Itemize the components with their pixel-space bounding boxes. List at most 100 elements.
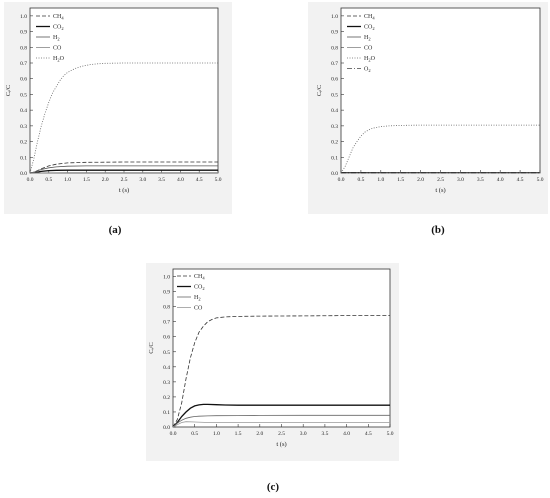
y-tick-label: 0.3 <box>20 124 27 130</box>
chart-b-plot-area <box>340 7 541 174</box>
chart-b-group: 0.0 0.1 0.2 0.3 0.4 0.5 0.6 0.7 0.8 0.9 1.0 0.0 0.5 1… <box>316 7 544 194</box>
legend-label: CH4 <box>194 274 205 281</box>
y-tick-label: 0.6 <box>331 77 338 83</box>
series-line-h2 <box>29 165 218 174</box>
x-tick-label: 0.5 <box>45 177 52 183</box>
y-tick-label: 0.8 <box>163 305 170 311</box>
y-tick-label: 0.0 <box>20 171 27 177</box>
legend-label: O2 <box>364 67 371 74</box>
y-tick-label: 0.1 <box>331 155 338 161</box>
y-axis-label: Cᵢ/C <box>316 85 323 97</box>
x-tick-label: 5.0 <box>215 177 222 183</box>
legend-label: CH4 <box>364 14 375 21</box>
y-tick-label: 0.9 <box>163 290 170 296</box>
x-tick-label: 4.0 <box>343 431 350 437</box>
legend-label: H2O <box>364 56 376 63</box>
x-tick-label: 3.5 <box>158 177 165 183</box>
series-line-h2o <box>29 62 218 174</box>
y-tick-label: 0.5 <box>20 92 27 98</box>
y-axis-label: Cᵢ/C <box>148 342 155 354</box>
series-line-h2 <box>172 414 390 428</box>
series-line-co <box>172 421 390 428</box>
x-tick-label: 3.5 <box>477 177 484 183</box>
x-tick-label: 0.5 <box>357 177 364 183</box>
y-tick-label: 0.9 <box>331 30 338 36</box>
x-tick-label: 2.5 <box>121 177 128 183</box>
y-tick-label: 1.0 <box>331 14 338 20</box>
x-tick-label: 5.0 <box>387 431 394 437</box>
y-tick-label: 0.2 <box>20 140 27 146</box>
y-tick-label: 0.8 <box>20 45 27 51</box>
y-tick-label: 0.8 <box>331 45 338 51</box>
x-axis-label: t (s) <box>276 441 286 448</box>
y-tick-label: 1.0 <box>163 275 170 281</box>
legend-label: H2 <box>194 295 201 302</box>
y-tick-label: 0.5 <box>331 92 338 98</box>
y-tick-label: 0.4 <box>163 365 170 371</box>
y-tick-label: 0.0 <box>163 425 170 431</box>
x-tick-label: 0.0 <box>338 177 345 183</box>
x-tick-label: 2.5 <box>437 177 444 183</box>
caption-b: (b) <box>431 224 445 236</box>
y-tick-label: 0.1 <box>163 410 170 416</box>
series-line-h2o <box>340 124 540 174</box>
legend-label: CO2 <box>194 285 205 292</box>
x-tick-label: 4.5 <box>365 431 372 437</box>
x-tick-label: 4.0 <box>497 177 504 183</box>
y-tick-label: 0.3 <box>331 124 338 130</box>
x-tick-label: 2.0 <box>417 177 424 183</box>
legend-label: H2 <box>364 35 371 42</box>
y-tick-label: 0.6 <box>163 335 170 341</box>
y-tick-label: 0.3 <box>163 380 170 386</box>
y-axis-label: Cᵢ/C <box>5 85 12 97</box>
series-line-ch4 <box>172 315 390 428</box>
x-tick-label: 1.0 <box>64 177 71 183</box>
caption-c: (c) <box>266 481 280 493</box>
x-tick-label: 1.5 <box>83 177 90 183</box>
y-tick-label: 0.0 <box>331 171 338 177</box>
y-tick-label: 0.2 <box>163 395 170 401</box>
y-tick-label: 0.7 <box>163 320 170 326</box>
x-tick-label: 4.5 <box>196 177 203 183</box>
y-tick-label: 0.2 <box>331 140 338 146</box>
y-tick-label: 0.9 <box>20 30 27 36</box>
y-tick-label: 0.4 <box>331 108 338 114</box>
x-tick-label: 2.0 <box>256 431 263 437</box>
chart-a-group: 0.0 0.1 0.2 0.3 0.4 0.5 0.6 0.7 0.8 0.9 1.0 0.0 0.5 1… <box>5 7 222 194</box>
x-tick-label: 4.5 <box>517 177 524 183</box>
x-tick-label: 0.0 <box>170 431 177 437</box>
legend-label: CO2 <box>53 25 64 32</box>
legend-label: CO <box>364 46 373 52</box>
x-tick-label: 3.0 <box>457 177 464 183</box>
x-tick-label: 1.0 <box>213 431 220 437</box>
x-tick-label: 2.0 <box>102 177 109 183</box>
x-tick-label: 3.0 <box>300 431 307 437</box>
legend-label: H2O <box>53 56 65 63</box>
y-tick-label: 1.0 <box>20 14 27 20</box>
x-tick-label: 0.5 <box>191 431 198 437</box>
y-tick-label: 0.5 <box>163 350 170 356</box>
series-line-co2 <box>29 169 218 174</box>
chart-a-plot-area <box>29 7 219 174</box>
y-tick-label: 0.7 <box>331 61 338 67</box>
y-tick-label: 0.6 <box>20 77 27 83</box>
x-axis-label: t (s) <box>435 187 445 194</box>
y-tick-label: 0.4 <box>20 108 27 114</box>
y-tick-label: 0.1 <box>20 155 27 161</box>
x-tick-label: 5.0 <box>537 177 544 183</box>
legend-label: CH4 <box>53 14 64 21</box>
chart-c-group: 0.0 0.1 0.2 0.3 0.4 0.5 0.6 0.7 0.8 0.9 1.0 0.0 0.5 1… <box>148 268 394 448</box>
chart-c-plot-area <box>172 268 391 428</box>
y-tick-label: 0.7 <box>20 61 27 67</box>
legend-label: CO <box>194 306 203 312</box>
legend-label: H2 <box>53 35 60 42</box>
x-tick-label: 1.0 <box>377 177 384 183</box>
x-tick-label: 3.0 <box>139 177 146 183</box>
x-tick-label: 3.5 <box>321 431 328 437</box>
legend-label: CO <box>53 46 62 52</box>
x-tick-label: 1.5 <box>397 177 404 183</box>
x-tick-label: 4.0 <box>177 177 184 183</box>
x-tick-label: 0.0 <box>27 177 34 183</box>
caption-a: (a) <box>108 224 122 236</box>
